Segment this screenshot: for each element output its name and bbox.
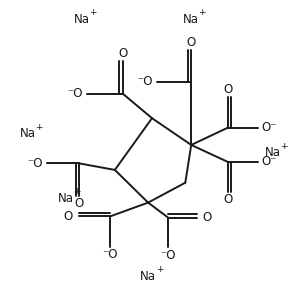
Text: O: O	[223, 82, 233, 96]
Text: Na: Na	[183, 13, 199, 26]
Text: ⁻O: ⁻O	[161, 249, 176, 262]
Text: Na: Na	[74, 13, 90, 26]
Text: ⁻O: ⁻O	[67, 87, 82, 100]
Text: +: +	[73, 188, 81, 196]
Text: Na: Na	[58, 192, 74, 205]
Text: O: O	[118, 47, 127, 60]
Text: +: +	[89, 8, 97, 17]
Text: O: O	[64, 210, 73, 223]
Text: Na: Na	[140, 270, 156, 283]
Text: +: +	[280, 142, 287, 151]
Text: O: O	[74, 197, 84, 210]
Text: ⁻O: ⁻O	[27, 157, 42, 170]
Text: Na: Na	[264, 146, 280, 160]
Text: ⁻O: ⁻O	[138, 75, 153, 88]
Text: O: O	[203, 211, 212, 224]
Text: O⁻: O⁻	[262, 155, 277, 168]
Text: O: O	[223, 193, 233, 206]
Text: O: O	[187, 36, 196, 49]
Text: +: +	[35, 123, 43, 132]
Text: ⁻O: ⁻O	[103, 248, 118, 261]
Text: +: +	[156, 265, 163, 274]
Text: Na: Na	[20, 127, 36, 140]
Text: +: +	[198, 8, 206, 17]
Text: O⁻: O⁻	[262, 121, 277, 134]
